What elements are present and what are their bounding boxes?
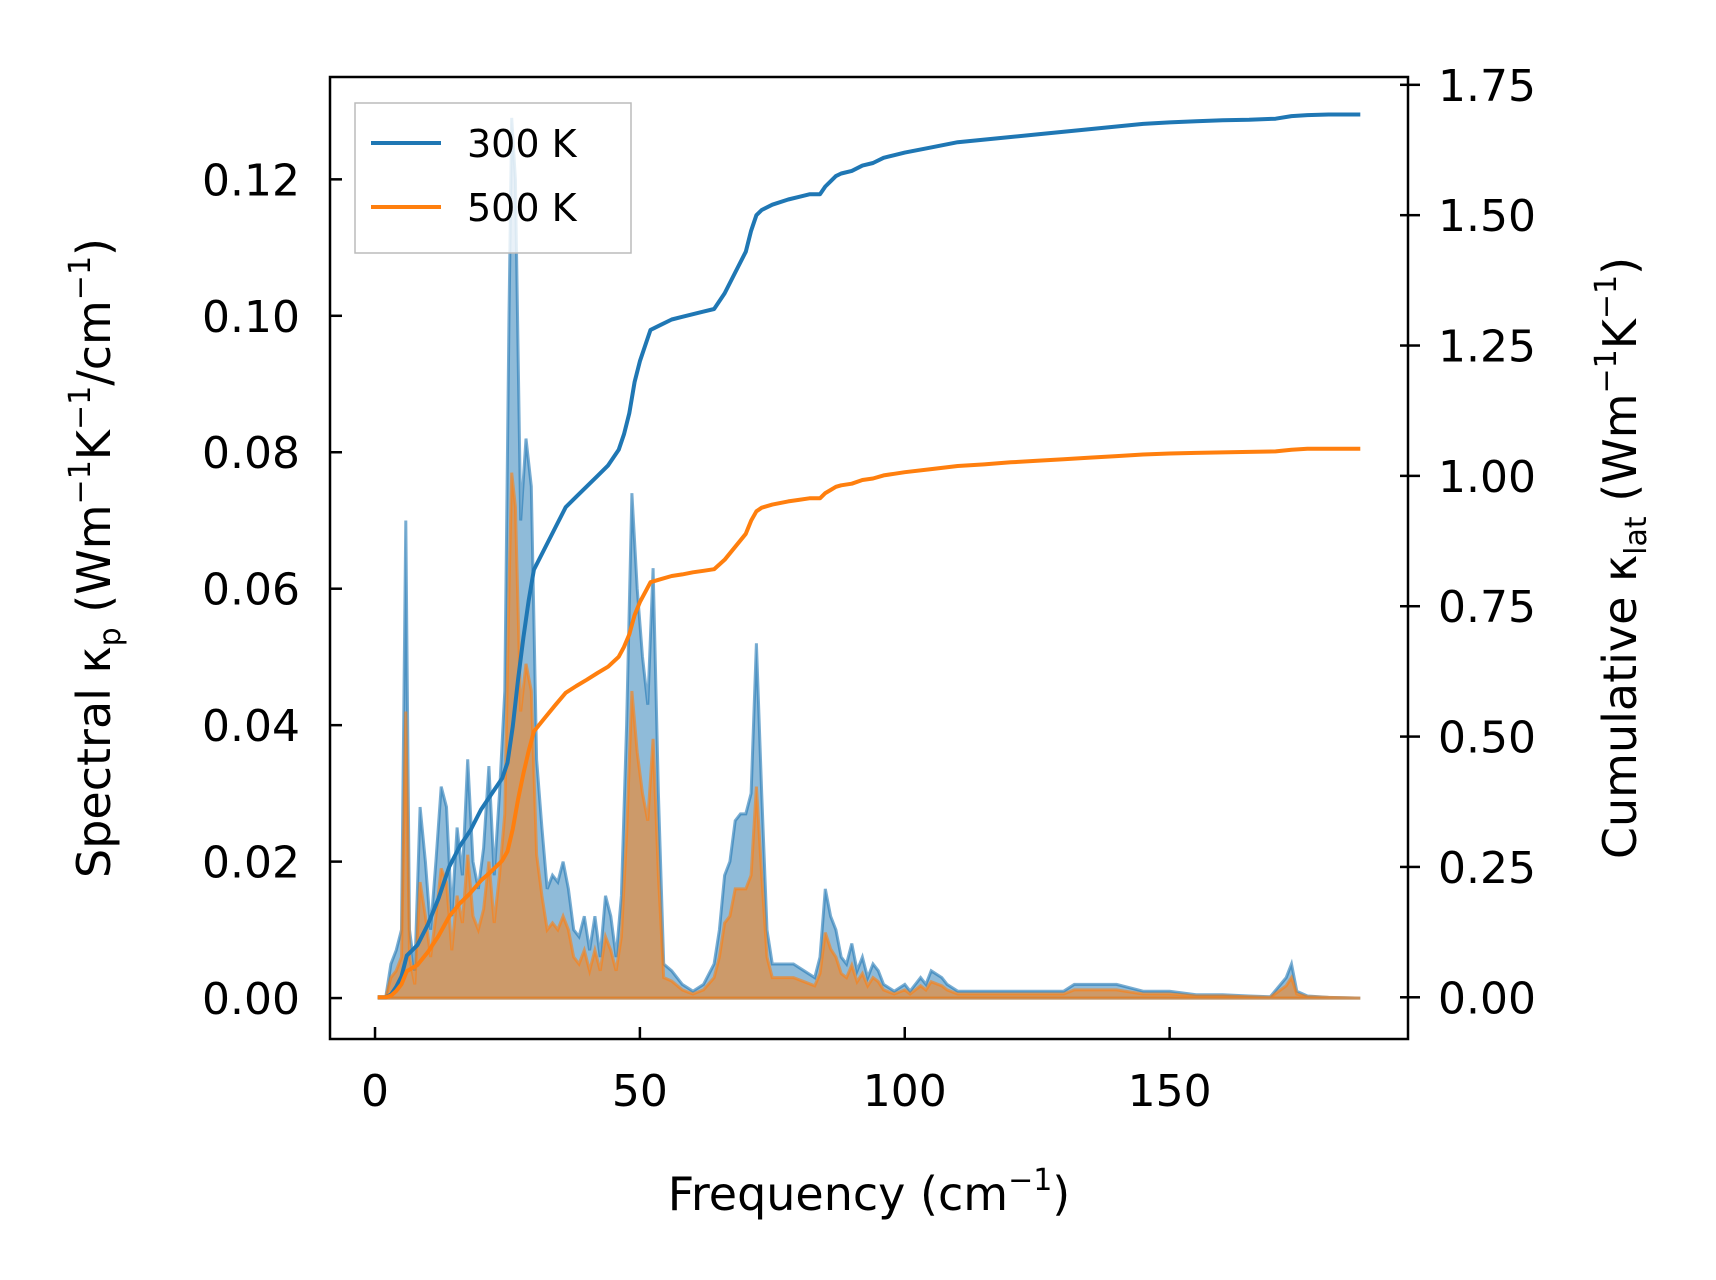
x-axis-title: Frequency (cm−1) <box>668 1163 1071 1221</box>
x-tick-label: 0 <box>361 1066 389 1117</box>
y-tick-label-right: 0.50 <box>1438 713 1536 764</box>
plot-area <box>328 75 1410 1041</box>
legend: 300 K 500 K <box>354 102 632 254</box>
x-tick-label: 50 <box>612 1066 668 1117</box>
y-tick-label-left: 0.02 <box>202 838 300 889</box>
y-axis-right: 0.00 0.25 0.50 0.75 1.00 1.25 1.50 1.75 <box>1400 61 1536 1024</box>
y-tick-label-left: 0.08 <box>202 428 300 479</box>
y-axis-right-title: Cumulative κlat (Wm−1K−1) <box>1589 257 1654 859</box>
legend-label-300k: 300 K <box>467 122 578 166</box>
y-tick-label-left: 0.06 <box>202 565 300 616</box>
y-tick-label-left: 0.04 <box>202 701 300 752</box>
cumulative-line-300k <box>377 112 1361 1000</box>
y-tick-label-right: 0.25 <box>1438 843 1536 894</box>
y-tick-label-right: 0.75 <box>1438 582 1536 633</box>
y-tick-label-left: 0.10 <box>202 292 300 343</box>
y-tick-label-right: 1.50 <box>1438 191 1536 242</box>
y-tick-label-left: 0.12 <box>202 155 300 206</box>
y-tick-label-right: 1.25 <box>1438 322 1536 373</box>
x-tick-label: 100 <box>863 1066 947 1117</box>
spectral-area-300k <box>377 117 1361 1000</box>
y-tick-label-left: 0.00 <box>202 974 300 1025</box>
plot-frame <box>328 75 1410 1041</box>
x-tick-label: 150 <box>1128 1066 1212 1117</box>
y-tick-label-right: 1.75 <box>1438 61 1536 112</box>
x-axis: 0 50 100 150 <box>361 1027 1212 1117</box>
y-tick-label-right: 1.00 <box>1438 452 1536 503</box>
legend-label-500k: 500 K <box>467 186 578 230</box>
cumulative-line-500k <box>377 446 1361 1000</box>
y-axis-left: 0.00 0.02 0.04 0.06 0.08 0.10 0.12 <box>202 155 342 1025</box>
series-lines <box>377 112 1361 1000</box>
y-tick-label-right: 0.00 <box>1438 973 1536 1024</box>
spectral-area-500k <box>377 472 1361 1000</box>
y-axis-left-title: Spectral κp (Wm−1K−1/cm−1) <box>63 238 128 878</box>
legend-box <box>354 102 632 254</box>
spectral-areas <box>377 117 1361 1000</box>
